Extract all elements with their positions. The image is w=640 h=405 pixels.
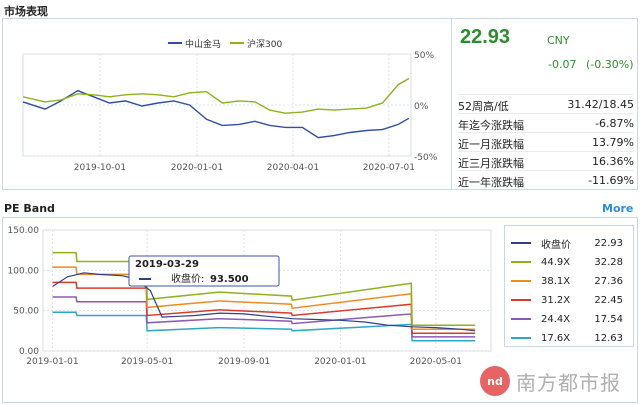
- y-tick-label: 50.00: [13, 307, 39, 317]
- stat-value: 13.79%: [592, 136, 634, 149]
- pe-band-panel: 150.00 100.00 50.00 0.00 2019-01-01 2019-05-0…: [2, 217, 638, 403]
- pe-legend-swatch: [511, 337, 531, 339]
- stat-value: 16.36%: [592, 155, 634, 168]
- x-tick-label: 2019-01-01: [26, 357, 78, 367]
- x-tick-label: 2020-07-01: [363, 163, 415, 173]
- x-tick-label: 2020-05-01: [410, 357, 462, 367]
- y-tick-label: 100.00: [8, 266, 40, 276]
- market-performance-panel: 50% 0% -50% 2019-10-01 2020-01-01 2020-04-01 2…: [2, 18, 638, 190]
- x-tick-label: 2020-04-01: [267, 163, 319, 173]
- pe-band-legend: 收盘价 22.93 44.9X 32.28 38.1X 27.36 31.2X 22.45 24…: [504, 225, 634, 347]
- legend-label: 中山金马: [185, 38, 221, 50]
- stat-row-ytd: 年迄今涨跌幅 -6.87%: [458, 113, 634, 132]
- y-tick-label: -50%: [414, 153, 438, 163]
- stats-panel: 22.93 CNY -0.07 (-0.30%) 52周高/低 31.42/18…: [451, 18, 638, 190]
- stat-label: 52周高/低: [458, 100, 509, 113]
- watermark: nd 南方都市报: [480, 366, 621, 396]
- pe-legend-name: 44.9X: [541, 256, 571, 268]
- pe-legend-row: 收盘价 22.93: [511, 236, 631, 251]
- tooltip-label: 收盘价:: [171, 272, 204, 285]
- pe-legend-row: 24.4X 17.54: [511, 312, 631, 326]
- series-line-1: [22, 77, 410, 114]
- pe-legend-row: 31.2X 22.45: [511, 293, 631, 307]
- stat-row-3m: 近三月涨跌幅 16.36%: [458, 151, 634, 170]
- y-tick-label: 0.00: [19, 347, 39, 357]
- tooltip-date: 2019-03-29: [135, 259, 199, 270]
- pe-legend-swatch: [511, 299, 531, 301]
- stat-label: 近一年涨跌幅: [458, 176, 524, 189]
- x-tick-label: 2019-09-01: [218, 357, 270, 367]
- pe-legend-name: 31.2X: [541, 294, 571, 306]
- more-link[interactable]: More: [602, 202, 634, 215]
- pe-series-line-0: [52, 272, 476, 332]
- watermark-logo-icon: nd: [480, 366, 510, 396]
- pe-legend-value: 27.36: [594, 275, 623, 287]
- pe-legend-row: 44.9X 32.28: [511, 255, 631, 269]
- pe-legend-value: 12.63: [594, 332, 623, 344]
- pe-series-line-1: [52, 251, 476, 326]
- pe-legend-name: 收盘价: [541, 239, 571, 251]
- pe-legend-swatch: [511, 242, 531, 244]
- pe-legend-row: 17.6X 12.63: [511, 331, 631, 345]
- price-change: -0.07: [548, 58, 577, 71]
- legend-label: 沪深300: [247, 38, 282, 50]
- pe-legend-name: 24.4X: [541, 313, 571, 325]
- stat-label: 近三月涨跌幅: [458, 157, 524, 170]
- pe-legend-row: 38.1X 27.36: [511, 274, 631, 288]
- market-section-title: 市场表现: [4, 5, 48, 18]
- x-tick-label: 2020-01-01: [171, 163, 223, 173]
- x-tick-label: 2020-01-01: [314, 357, 366, 367]
- pe-legend-value: 22.45: [594, 294, 623, 306]
- tooltip-value: 93.500: [210, 274, 249, 285]
- series-line-0: [22, 89, 410, 139]
- price-change-pct: (-0.30%): [586, 58, 634, 71]
- stat-row-1m: 近一月涨跌幅 13.79%: [458, 132, 634, 151]
- y-tick-label: 0%: [414, 102, 429, 112]
- pe-tooltip: 2019-03-29 收盘价: 93.500: [128, 255, 280, 287]
- y-tick-label: 50%: [414, 51, 434, 61]
- pe-legend-swatch: [511, 261, 531, 263]
- pe-legend-swatch: [511, 280, 531, 282]
- stat-row-1y: 近一年涨跌幅 -11.69%: [458, 170, 634, 189]
- pe-legend-name: 17.6X: [541, 332, 571, 344]
- current-price: 22.93: [460, 26, 511, 48]
- performance-chart: 50% 0% -50% 2019-10-01 2020-01-01 2020-04-01 2…: [22, 38, 438, 173]
- pe-legend-value: 17.54: [594, 313, 623, 325]
- pe-legend-name: 38.1X: [541, 275, 571, 287]
- pe-band-title: PE Band: [4, 202, 55, 215]
- pe-legend-swatch: [511, 318, 531, 320]
- pe-legend-value: 22.93: [594, 237, 623, 249]
- stat-label: 年迄今涨跌幅: [458, 119, 524, 132]
- stat-value: -11.69%: [588, 174, 634, 187]
- x-tick-label: 2019-10-01: [74, 163, 126, 173]
- pe-legend-value: 32.28: [594, 256, 623, 268]
- stat-label: 近一月涨跌幅: [458, 138, 524, 151]
- stat-row-52w: 52周高/低 31.42/18.45: [458, 94, 634, 113]
- currency-label: CNY: [547, 34, 570, 47]
- tooltip-box: [128, 255, 280, 287]
- stat-value: 31.42/18.45: [567, 98, 634, 111]
- watermark-text: 南方都市报: [516, 370, 621, 395]
- stat-value: -6.87%: [595, 117, 634, 130]
- y-tick-label: 150.00: [8, 226, 40, 236]
- x-tick-label: 2019-05-01: [121, 357, 173, 367]
